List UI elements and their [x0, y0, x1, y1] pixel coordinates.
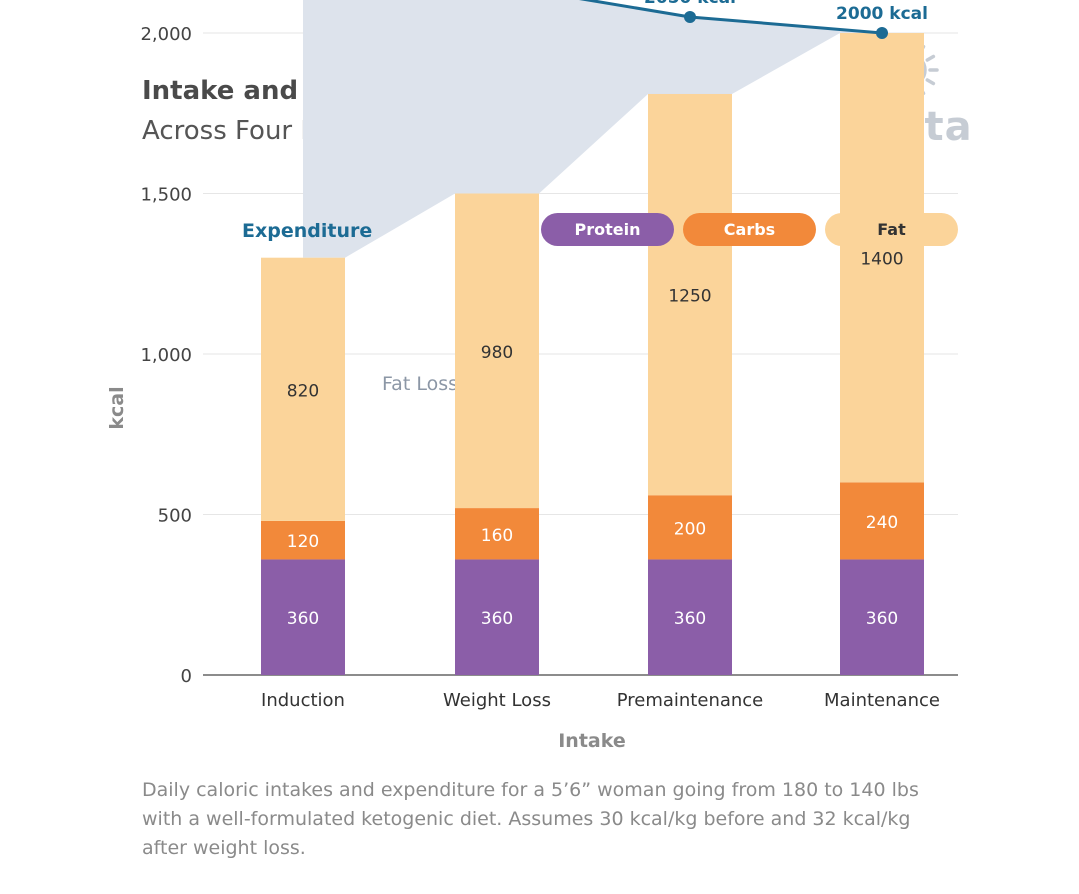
fat-loss-area — [303, 0, 882, 258]
bar-value-label: 120 — [287, 532, 319, 552]
bar-value-label: 200 — [674, 519, 706, 539]
y-tick-label: 500 — [158, 506, 192, 527]
bar-fat-3 — [840, 33, 924, 483]
bar-protein-1 — [455, 559, 539, 675]
bar-value-label: 1250 — [668, 287, 711, 307]
legend-item-fat: Fat — [825, 213, 958, 246]
bar-value-label: 1400 — [860, 250, 903, 270]
legend-item-carbs: Carbs — [683, 213, 816, 246]
bar-carbs-1 — [455, 508, 539, 560]
bar-carbs-3 — [840, 482, 924, 560]
bar-value-label: 360 — [287, 609, 319, 629]
bar-fat-0 — [261, 257, 345, 521]
expenditure-value-label: 2050 kcal — [644, 0, 736, 8]
bar-protein-3 — [840, 559, 924, 675]
bar-protein-2 — [648, 559, 732, 675]
bar-value-label: 240 — [866, 513, 898, 533]
y-tick-label: 2,000 — [140, 24, 192, 45]
y-tick-label: 1,000 — [140, 345, 192, 366]
expenditure-legend-label: Expenditure — [242, 220, 372, 242]
y-tick-label: 0 — [181, 666, 192, 687]
bar-fat-2 — [648, 93, 732, 496]
caption: Daily caloric intakes and expenditure fo… — [142, 779, 919, 859]
expenditure-point — [684, 10, 696, 23]
bar-value-label: 980 — [481, 343, 513, 363]
bar-value-label: 360 — [674, 609, 706, 629]
bar-value-label: 160 — [481, 526, 513, 546]
legend-item-protein: Protein — [541, 213, 674, 246]
bar-carbs-0 — [261, 520, 345, 560]
expenditure-point — [876, 27, 888, 39]
y-tick-label: 1,500 — [140, 185, 192, 206]
x-axis-label: Intake — [558, 730, 626, 752]
fat-loss-label: Fat Loss — [382, 373, 458, 395]
bar-value-label: 360 — [481, 609, 513, 629]
bar-fat-1 — [455, 193, 539, 509]
x-tick-label: Weight Loss — [443, 690, 551, 711]
y-axis-label: kcal — [106, 386, 128, 429]
x-tick-label: Premaintenance — [617, 690, 764, 711]
expenditure-line — [578, 0, 883, 35]
bar-carbs-2 — [648, 495, 732, 560]
x-tick-label: Maintenance — [824, 690, 940, 711]
bar-value-label: 360 — [866, 609, 898, 629]
bar-protein-0 — [261, 559, 345, 675]
expenditure-value-label: 2000 kcal — [836, 4, 928, 24]
x-tick-label: Induction — [261, 690, 345, 711]
bar-value-label: 820 — [287, 381, 319, 401]
